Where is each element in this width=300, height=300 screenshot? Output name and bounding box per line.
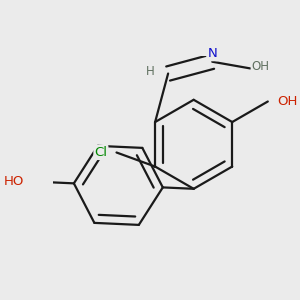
Text: OH: OH [252,60,270,73]
Text: N: N [207,47,217,60]
Text: Cl: Cl [94,146,107,159]
Text: HO: HO [3,175,24,188]
Text: H: H [146,65,154,78]
Text: OH: OH [277,95,297,108]
